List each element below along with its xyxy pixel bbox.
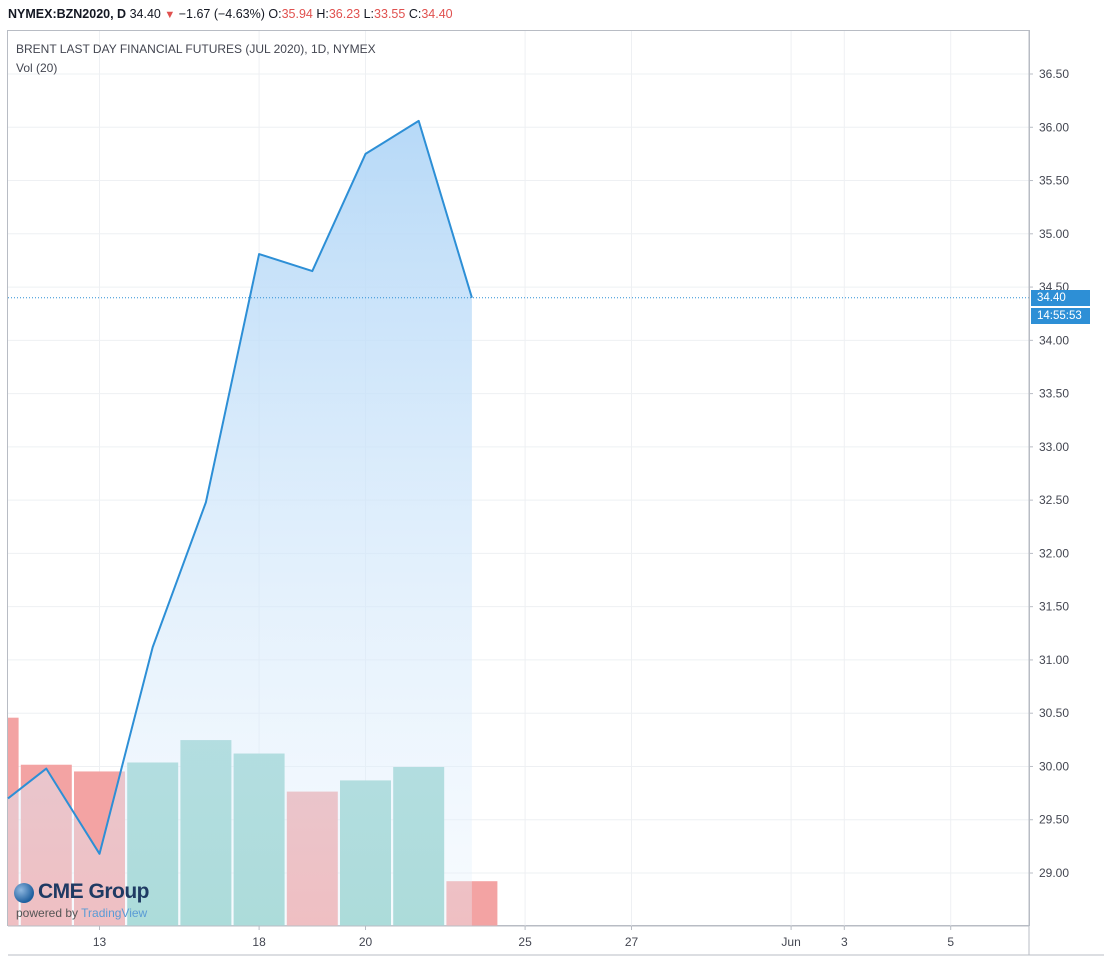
open-label: O: bbox=[268, 7, 282, 21]
chart-title[interactable]: BRENT LAST DAY FINANCIAL FUTURES (JUL 20… bbox=[16, 42, 376, 56]
symbol-label[interactable]: NYMEX:BZN2020, D bbox=[8, 7, 127, 21]
low-label: L: bbox=[363, 7, 375, 21]
high-value: 36.23 bbox=[328, 7, 361, 21]
price-change: −1.67 (−4.63%) bbox=[178, 7, 265, 21]
price-area-fill bbox=[8, 120, 472, 927]
symbol-header: NYMEX:BZN2020, D 34.40 ▼ −1.67 (−4.63%) … bbox=[0, 0, 1104, 30]
volume-legend[interactable]: Vol (20) bbox=[16, 61, 58, 75]
powered-by: powered by TradingView bbox=[16, 906, 147, 920]
globe-icon bbox=[14, 883, 34, 903]
down-arrow-icon: ▼ bbox=[164, 9, 176, 21]
y-tick-label: 34.00 bbox=[1039, 333, 1069, 347]
tradingview-label: TradingView bbox=[81, 906, 148, 920]
brand-name: CME Group bbox=[38, 880, 150, 903]
y-tick-label: 29.00 bbox=[1039, 866, 1069, 880]
y-tick-label: 33.50 bbox=[1039, 387, 1069, 401]
x-tick-label: 27 bbox=[625, 935, 639, 949]
y-tick-label: 36.50 bbox=[1039, 67, 1069, 81]
y-tick-label: 29.50 bbox=[1039, 813, 1069, 827]
y-tick-label: 31.00 bbox=[1039, 653, 1069, 667]
x-tick-label: 25 bbox=[518, 935, 532, 949]
ohlc-readout: NYMEX:BZN2020, D 34.40 ▼ −1.67 (−4.63%) … bbox=[8, 7, 453, 21]
high-label: H: bbox=[316, 7, 329, 21]
close-label: C: bbox=[408, 7, 422, 21]
countdown-tag: 14:55:53 bbox=[1031, 307, 1090, 324]
y-tick-label: 30.00 bbox=[1039, 759, 1069, 773]
open-value: 35.94 bbox=[281, 7, 313, 21]
x-tick-label: Jun bbox=[781, 935, 800, 949]
powered-by-label: powered by bbox=[16, 906, 79, 920]
x-tick-label: 20 bbox=[359, 935, 373, 949]
price-line bbox=[7, 119, 473, 855]
time-axis[interactable]: 13 18 20 25 27 Jun 3 5 bbox=[8, 31, 1104, 956]
y-tick-label: 32.00 bbox=[1039, 546, 1069, 560]
close-value: 34.40 bbox=[421, 7, 453, 21]
last-price: 34.40 bbox=[129, 7, 161, 21]
y-tick-label: 35.50 bbox=[1039, 174, 1069, 188]
x-tick-label: 3 bbox=[841, 935, 848, 949]
x-tick-label: 18 bbox=[252, 935, 266, 949]
last-price-tag: 34.40 bbox=[1031, 289, 1090, 306]
y-tick-label: 30.50 bbox=[1039, 706, 1069, 720]
y-tick-label: 32.50 bbox=[1039, 493, 1069, 507]
x-tick-label: 13 bbox=[93, 935, 107, 949]
y-tick-label: 36.00 bbox=[1039, 120, 1069, 134]
price-axis[interactable]: 29.00 29.50 30.00 30.50 31.00 31.50 32.00 32.50… bbox=[1029, 67, 1069, 880]
y-tick-label: 35.00 bbox=[1039, 227, 1069, 241]
x-tick-label: 5 bbox=[947, 935, 954, 949]
y-tick-label: 33.00 bbox=[1039, 440, 1069, 454]
y-tick-label: 31.50 bbox=[1039, 600, 1069, 614]
price-area bbox=[7, 119, 473, 927]
low-value: 33.55 bbox=[374, 7, 406, 21]
